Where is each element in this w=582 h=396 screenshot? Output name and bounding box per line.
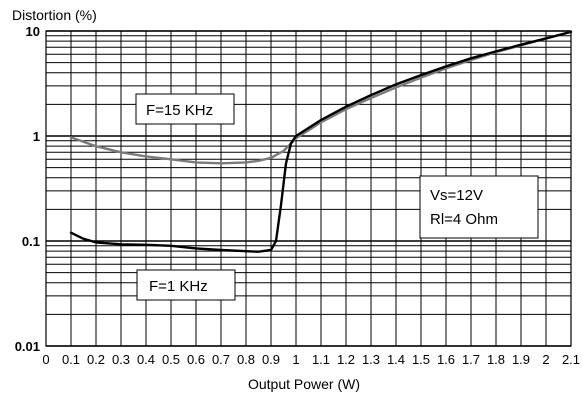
tick-labels: 0 0.1 0.2 0.3 0.4 0.5 0.6 0.7 0.8 0.9 1 1.1 1.2 1.3 1.…: [15, 24, 580, 367]
x-tick-label: 1.2: [337, 352, 355, 367]
plot-frame: [45, 30, 572, 347]
x-tick-label: 0.1: [62, 352, 80, 367]
x-tick-label: 1: [292, 352, 299, 367]
x-tick-label: 0: [42, 352, 49, 367]
conditions-box: Vs=12V Rl=4 Ohm: [419, 175, 539, 239]
y-tick-label: 0.01: [15, 339, 40, 354]
x-tick-label: 1.4: [387, 352, 405, 367]
x-tick-label: 0.8: [237, 352, 255, 367]
series-line-1khz: [69, 30, 573, 253]
series-line-15khz: [69, 30, 573, 165]
legend-label-1khz: F=1 KHz: [149, 278, 208, 295]
x-tick-label: 1.7: [462, 352, 480, 367]
x-tick-label: 0.2: [87, 352, 105, 367]
legend-box-15khz-frame: [135, 93, 235, 125]
y-axis-label: Distortion (%): [12, 7, 97, 23]
y-tick-label: 1: [33, 129, 40, 144]
legend-box-15khz: F=15 KHz: [135, 93, 235, 125]
legend-box-1khz-frame: [136, 269, 236, 301]
x-tick-label: 2: [542, 352, 549, 367]
series-lines: [69, 30, 573, 253]
y-tick-label: 0.1: [22, 234, 40, 249]
y-tick-label: 10: [26, 24, 40, 39]
x-tick-label: 2.1: [562, 352, 580, 367]
conditions-rl: Rl=4 Ohm: [430, 211, 498, 228]
x-axis-label: Output Power (W): [248, 376, 360, 392]
x-tick-label: 1.8: [487, 352, 505, 367]
x-tick-label: 0.5: [162, 352, 180, 367]
x-tick-label: 1.6: [437, 352, 455, 367]
conditions-box-frame: [419, 175, 539, 239]
x-tick-label: 0.4: [137, 352, 155, 367]
legend-label-15khz: F=15 KHz: [146, 102, 213, 119]
x-tick-label: 0.3: [112, 352, 130, 367]
x-tick-label: 1.3: [362, 352, 380, 367]
x-tick-label: 0.7: [212, 352, 230, 367]
x-tick-label: 1.9: [512, 352, 530, 367]
conditions-vs: Vs=12V: [430, 187, 483, 204]
x-tick-label: 1.5: [412, 352, 430, 367]
x-tick-label: 0.9: [262, 352, 280, 367]
x-tick-label: 0.6: [187, 352, 205, 367]
x-tick-label: 1.1: [312, 352, 330, 367]
legend-box-1khz: F=1 KHz: [136, 269, 236, 301]
